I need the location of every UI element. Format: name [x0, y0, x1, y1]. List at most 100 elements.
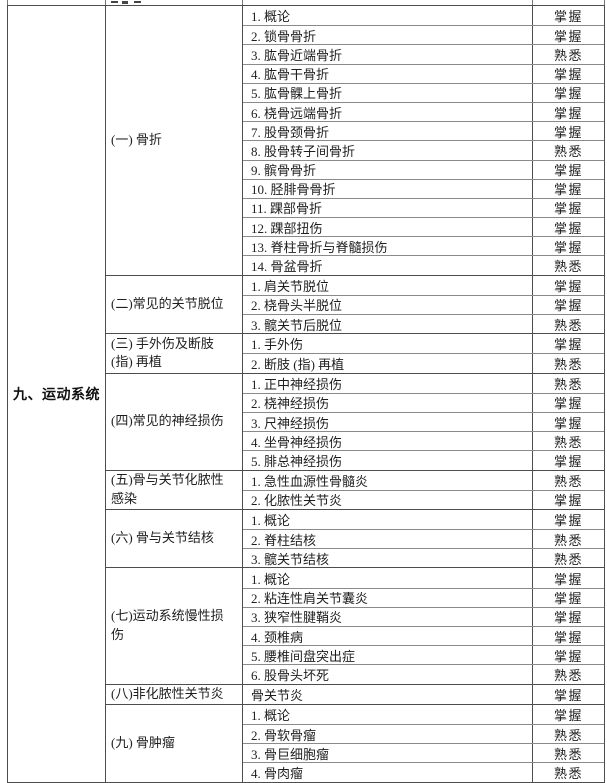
item-label: 1. 肩关节脱位 [243, 275, 533, 295]
remnant-text-tip [111, 1, 118, 3]
item-label: 1. 手外伤 [243, 334, 533, 354]
item-row: 1. 正中神经损伤 熟悉 [243, 373, 604, 393]
mastery-level: 掌握 [553, 182, 583, 198]
mastery-level: 掌握 [553, 591, 583, 607]
syllabus-table: 九、运动系统 (一) 骨折 1. 概论 掌握 2. 锁骨骨折 掌握 3. 肱骨近端骨折 熟悉… [7, 5, 605, 783]
item-row: 14. 骨盆骨折 熟悉 [243, 255, 604, 275]
item-label: 3. 狭窄性腱鞘炎 [243, 607, 533, 626]
item-row: 10. 胫腓骨骨折 掌握 [243, 178, 604, 198]
item-row: 1. 概论 掌握 [243, 704, 604, 724]
item-row: 1. 概论 掌握 [243, 568, 604, 588]
items-group: 1. 急性血源性骨髓炎 熟悉 2. 化脓性关节炎 掌握 [243, 470, 604, 509]
items-group: 1. 手外伤 掌握 2. 断肢 (指) 再植 熟悉 [243, 334, 604, 373]
mastery-level: 掌握 [553, 512, 583, 528]
item-row: 1. 概论 掌握 [243, 509, 604, 530]
category-cell: (五)骨与关节化脓性 感染 [106, 470, 243, 509]
mastery-level: 掌握 [553, 201, 583, 217]
mastery-level: 掌握 [553, 493, 583, 509]
system-label: 九、运动系统 [13, 386, 100, 402]
mastery-level: 掌握 [553, 687, 583, 703]
mastery-level: 掌握 [553, 337, 583, 353]
mastery-level: 掌握 [553, 67, 583, 83]
item-row: 1. 概论 掌握 [243, 6, 604, 26]
remnant-text-tip [122, 1, 128, 4]
item-row: 1. 急性血源性骨髓炎 熟悉 [243, 470, 604, 490]
item-label: 2. 桡骨头半脱位 [243, 295, 533, 314]
item-label: 6. 桡骨远端骨折 [243, 102, 533, 122]
item-label: 5. 腓总神经损伤 [243, 451, 533, 470]
item-label: 9. 髌骨骨折 [243, 160, 533, 179]
item-row: 5. 肱骨髁上骨折 掌握 [243, 82, 604, 102]
item-label: 6. 股骨头坏死 [243, 665, 533, 684]
item-label: 1. 正中神经损伤 [243, 373, 533, 393]
item-label: 1. 概论 [243, 509, 533, 530]
items-group: 1. 概论 掌握 2. 粘连性肩关节囊炎 掌握 3. 狭窄性腱鞘炎 掌握 4. 颈椎病 掌握 5… [243, 568, 604, 684]
mastery-level: 掌握 [553, 278, 583, 294]
mastery-level: 熟悉 [553, 551, 583, 567]
item-row: 6. 股骨头坏死 熟悉 [243, 664, 604, 684]
item-row: 2. 脊柱结核 熟悉 [243, 529, 604, 549]
mastery-level: 掌握 [553, 239, 583, 255]
item-label: 13. 脊柱骨折与脊髓损伤 [243, 237, 533, 256]
item-row: 7. 股骨颈骨折 掌握 [243, 121, 604, 141]
mastery-level: 熟悉 [553, 473, 583, 489]
item-label: 4. 坐骨神经损伤 [243, 432, 533, 451]
section-row: (六) 骨与关节结核 1. 概论 掌握 2. 脊柱结核 熟悉 3. 髋关节结核 熟悉 [106, 508, 604, 568]
item-row: 4. 肱骨干骨折 掌握 [243, 63, 604, 83]
section-row: (九) 骨肿瘤 1. 概论 掌握 2. 骨软骨瘤 熟悉 3. 骨巨细胞瘤 熟悉 4. 骨肉瘤熟… [106, 703, 604, 782]
mastery-level: 熟悉 [553, 376, 583, 392]
items-group: 1. 概论 掌握 2. 锁骨骨折 掌握 3. 肱骨近端骨折 熟悉 4. 肱骨干骨折 掌握 5. … [243, 6, 604, 275]
item-label: 10. 胫腓骨骨折 [243, 179, 533, 198]
mastery-level: 熟悉 [553, 47, 583, 63]
item-label: 3. 髋关节结核 [243, 549, 533, 568]
item-row: 4. 骨肉瘤 熟悉 [243, 762, 604, 782]
item-row: 1. 肩关节脱位 掌握 [243, 275, 604, 295]
section-row: (八)非化脓性关节炎 骨关节炎 掌握 [106, 683, 604, 704]
item-row: 3. 髋关节后脱位 熟悉 [243, 314, 604, 334]
category-cell: (七)运动系统慢性损 伤 [106, 568, 243, 684]
mastery-level: 掌握 [553, 9, 583, 25]
items-group: 1. 肩关节脱位 掌握 2. 桡骨头半脱位 掌握 3. 髋关节后脱位 熟悉 [243, 275, 604, 334]
remnant-border-col2 [242, 0, 243, 5]
mastery-level: 熟悉 [553, 746, 583, 762]
item-label: 2. 粘连性肩关节囊炎 [243, 588, 533, 607]
item-label: 1. 概论 [243, 704, 533, 724]
items-group: 1. 概论 掌握 2. 骨软骨瘤 熟悉 3. 骨巨细胞瘤 熟悉 4. 骨肉瘤 熟悉 [243, 704, 604, 782]
item-label: 2. 断肢 (指) 再植 [243, 354, 533, 373]
item-label: 2. 锁骨骨折 [243, 26, 533, 45]
item-label: 5. 肱骨髁上骨折 [243, 83, 533, 102]
mastery-level: 掌握 [553, 571, 583, 587]
remnant-border-col3 [532, 0, 533, 5]
system-cell: 九、运动系统 [8, 6, 106, 782]
category-cell: (三) 手外伤及断肢 (指) 再植 [106, 334, 243, 373]
item-row: 3. 尺神经损伤 掌握 [243, 411, 604, 432]
category-cell: (六) 骨与关节结核 [106, 509, 243, 568]
remnant-border-col1 [105, 0, 106, 5]
item-row: 3. 髋关节结核 熟悉 [243, 548, 604, 568]
item-row: 3. 狭窄性腱鞘炎 掌握 [243, 606, 604, 626]
items-group: 骨关节炎 掌握 [243, 684, 604, 704]
item-label: 11. 踝部骨折 [243, 198, 533, 218]
previous-row-remnant [0, 0, 607, 5]
items-group: 1. 概论 掌握 2. 脊柱结核 熟悉 3. 髋关节结核 熟悉 [243, 509, 604, 568]
item-label: 12. 踝部扭伤 [243, 218, 533, 237]
item-label: 4. 颈椎病 [243, 627, 533, 646]
remnant-text-tip [134, 1, 141, 3]
section-row: (五)骨与关节化脓性 感染 1. 急性血源性骨髓炎 熟悉 2. 化脓性关节炎 掌握 [106, 469, 604, 509]
mastery-level: 掌握 [553, 648, 583, 664]
item-label: 3. 尺神经损伤 [243, 412, 533, 432]
mastery-level: 熟悉 [553, 765, 583, 781]
mastery-level: 掌握 [553, 629, 583, 645]
item-label: 4. 骨肉瘤 [243, 763, 533, 782]
mastery-level: 掌握 [553, 124, 583, 140]
item-label: 1. 概论 [243, 6, 533, 26]
item-label: 2. 脊柱结核 [243, 530, 533, 549]
item-row: 骨关节炎 掌握 [243, 684, 604, 704]
mastery-level: 掌握 [553, 415, 583, 431]
item-row: 3. 骨巨细胞瘤 熟悉 [243, 743, 604, 763]
item-row: 3. 肱骨近端骨折 熟悉 [243, 44, 604, 64]
item-label: 1. 概论 [243, 568, 533, 588]
item-label: 骨关节炎 [243, 684, 533, 704]
category-cell: (二)常见的关节脱位 [106, 275, 243, 334]
section-row: (二)常见的关节脱位 1. 肩关节脱位 掌握 2. 桡骨头半脱位 掌握 3. 髋关节后脱位… [106, 274, 604, 334]
